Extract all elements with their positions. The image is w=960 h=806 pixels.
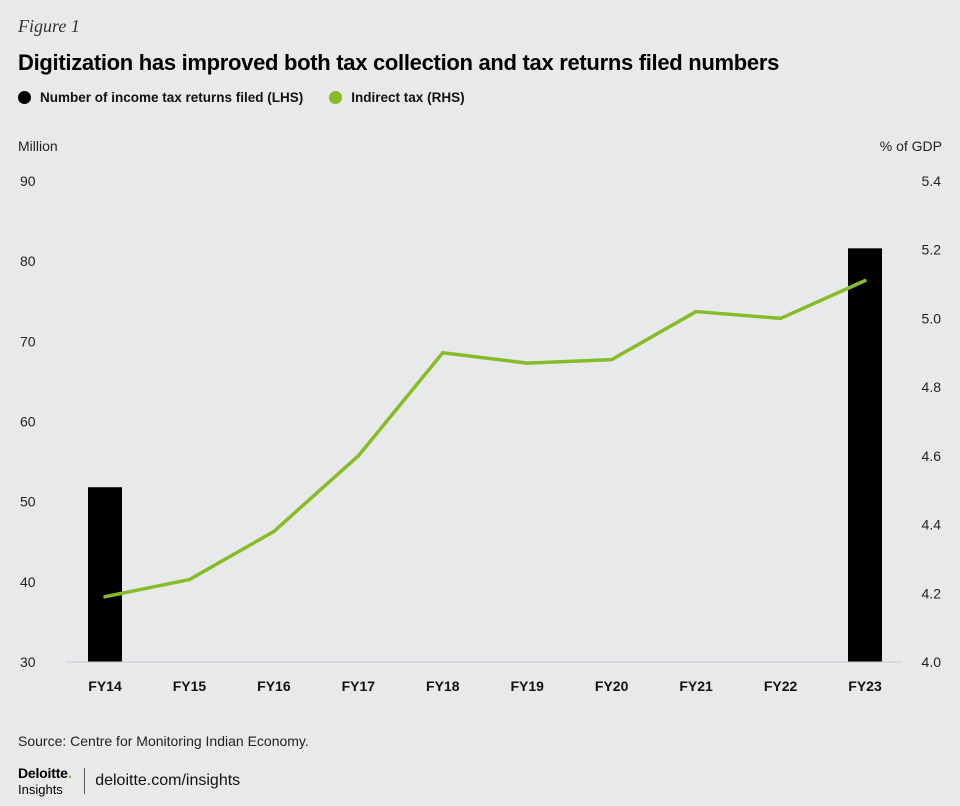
legend-item-indirect-tax: Indirect tax (RHS): [329, 90, 465, 105]
figure-label: Figure 1: [18, 16, 80, 36]
x-tick-label: FY19: [510, 678, 544, 694]
right-axis-unit: % of GDP: [879, 138, 942, 154]
brand-sub: Insights: [18, 782, 63, 797]
x-axis-ticks: FY14 FY15 FY16 FY17 FY18 FY19 FY20 FY21 FY22 FY23: [88, 678, 882, 694]
left-tick-label: 70: [20, 333, 36, 349]
indirect-tax-point-fy21: [694, 309, 698, 314]
bar-fy23: [848, 248, 882, 662]
bar-series: [88, 248, 882, 662]
footer: Deloitte. Insights deloitte.com/insights: [18, 765, 241, 797]
right-tick-label: 5.0: [922, 310, 942, 326]
bar-fy14: [88, 487, 122, 662]
left-tick-label: 60: [20, 414, 36, 430]
right-tick-label: 5.2: [922, 242, 942, 258]
deloitte-logo: Deloitte. Insights: [18, 765, 73, 797]
indirect-tax-point-fy14: [103, 595, 107, 599]
left-tick-label: 40: [20, 574, 36, 590]
right-tick-label: 4.0: [922, 654, 942, 670]
indirect-tax-point-fy16: [272, 529, 276, 534]
left-axis-unit: Million: [18, 138, 58, 154]
x-tick-label: FY15: [173, 678, 207, 694]
brand-name: Deloitte: [18, 765, 68, 781]
right-tick-label: 4.6: [922, 448, 942, 464]
source-note: Source: Centre for Monitoring Indian Eco…: [18, 733, 309, 749]
legend-dot-returns: [18, 91, 31, 104]
indirect-tax-point-fy18: [441, 351, 445, 355]
x-tick-label: FY20: [595, 678, 629, 694]
right-tick-label: 5.4: [922, 173, 942, 189]
line-series: [103, 278, 867, 599]
left-tick-label: 90: [20, 173, 36, 189]
legend-dot-indirect-tax: [329, 91, 343, 104]
indirect-tax-point-fy19: [525, 361, 529, 365]
x-tick-label: FY17: [342, 678, 376, 694]
brand-dot: .: [67, 765, 73, 782]
legend-label-indirect-tax: Indirect tax (RHS): [351, 90, 465, 105]
legend: Number of income tax returns filed (LHS)…: [18, 90, 491, 105]
footer-link[interactable]: deloitte.com/insights: [95, 772, 241, 789]
x-tick-label: FY23: [848, 678, 882, 694]
left-tick-label: 30: [20, 654, 36, 670]
legend-label-returns: Number of income tax returns filed (LHS): [40, 90, 304, 105]
indirect-tax-point-fy22: [778, 316, 783, 321]
x-tick-label: FY18: [426, 678, 460, 694]
right-tick-label: 4.4: [922, 517, 942, 533]
x-tick-label: FY16: [257, 678, 291, 694]
x-tick-label: FY14: [88, 678, 122, 694]
right-tick-label: 4.2: [922, 585, 942, 601]
indirect-tax-point-fy23: [863, 279, 867, 283]
left-tick-label: 50: [20, 494, 36, 510]
indirect-tax-line: [103, 278, 867, 599]
right-tick-label: 4.8: [922, 379, 942, 395]
chart-title: Digitization has improved both tax colle…: [18, 50, 780, 75]
indirect-tax-point-fy15: [187, 577, 192, 582]
indirect-tax-point-fy17: [356, 454, 360, 458]
x-tick-label: FY22: [764, 678, 798, 694]
footer-divider: [84, 768, 86, 794]
left-axis-ticks: 30 40 50 60 70 80 90: [20, 173, 36, 670]
left-tick-label: 80: [20, 253, 36, 269]
x-tick-label: FY21: [679, 678, 713, 694]
indirect-tax-point-fy20: [610, 358, 614, 362]
right-axis-ticks: 4.0 4.2 4.4 4.6 4.8 5.0 5.2 5.4: [922, 173, 942, 670]
legend-item-returns: Number of income tax returns filed (LHS): [18, 90, 303, 105]
